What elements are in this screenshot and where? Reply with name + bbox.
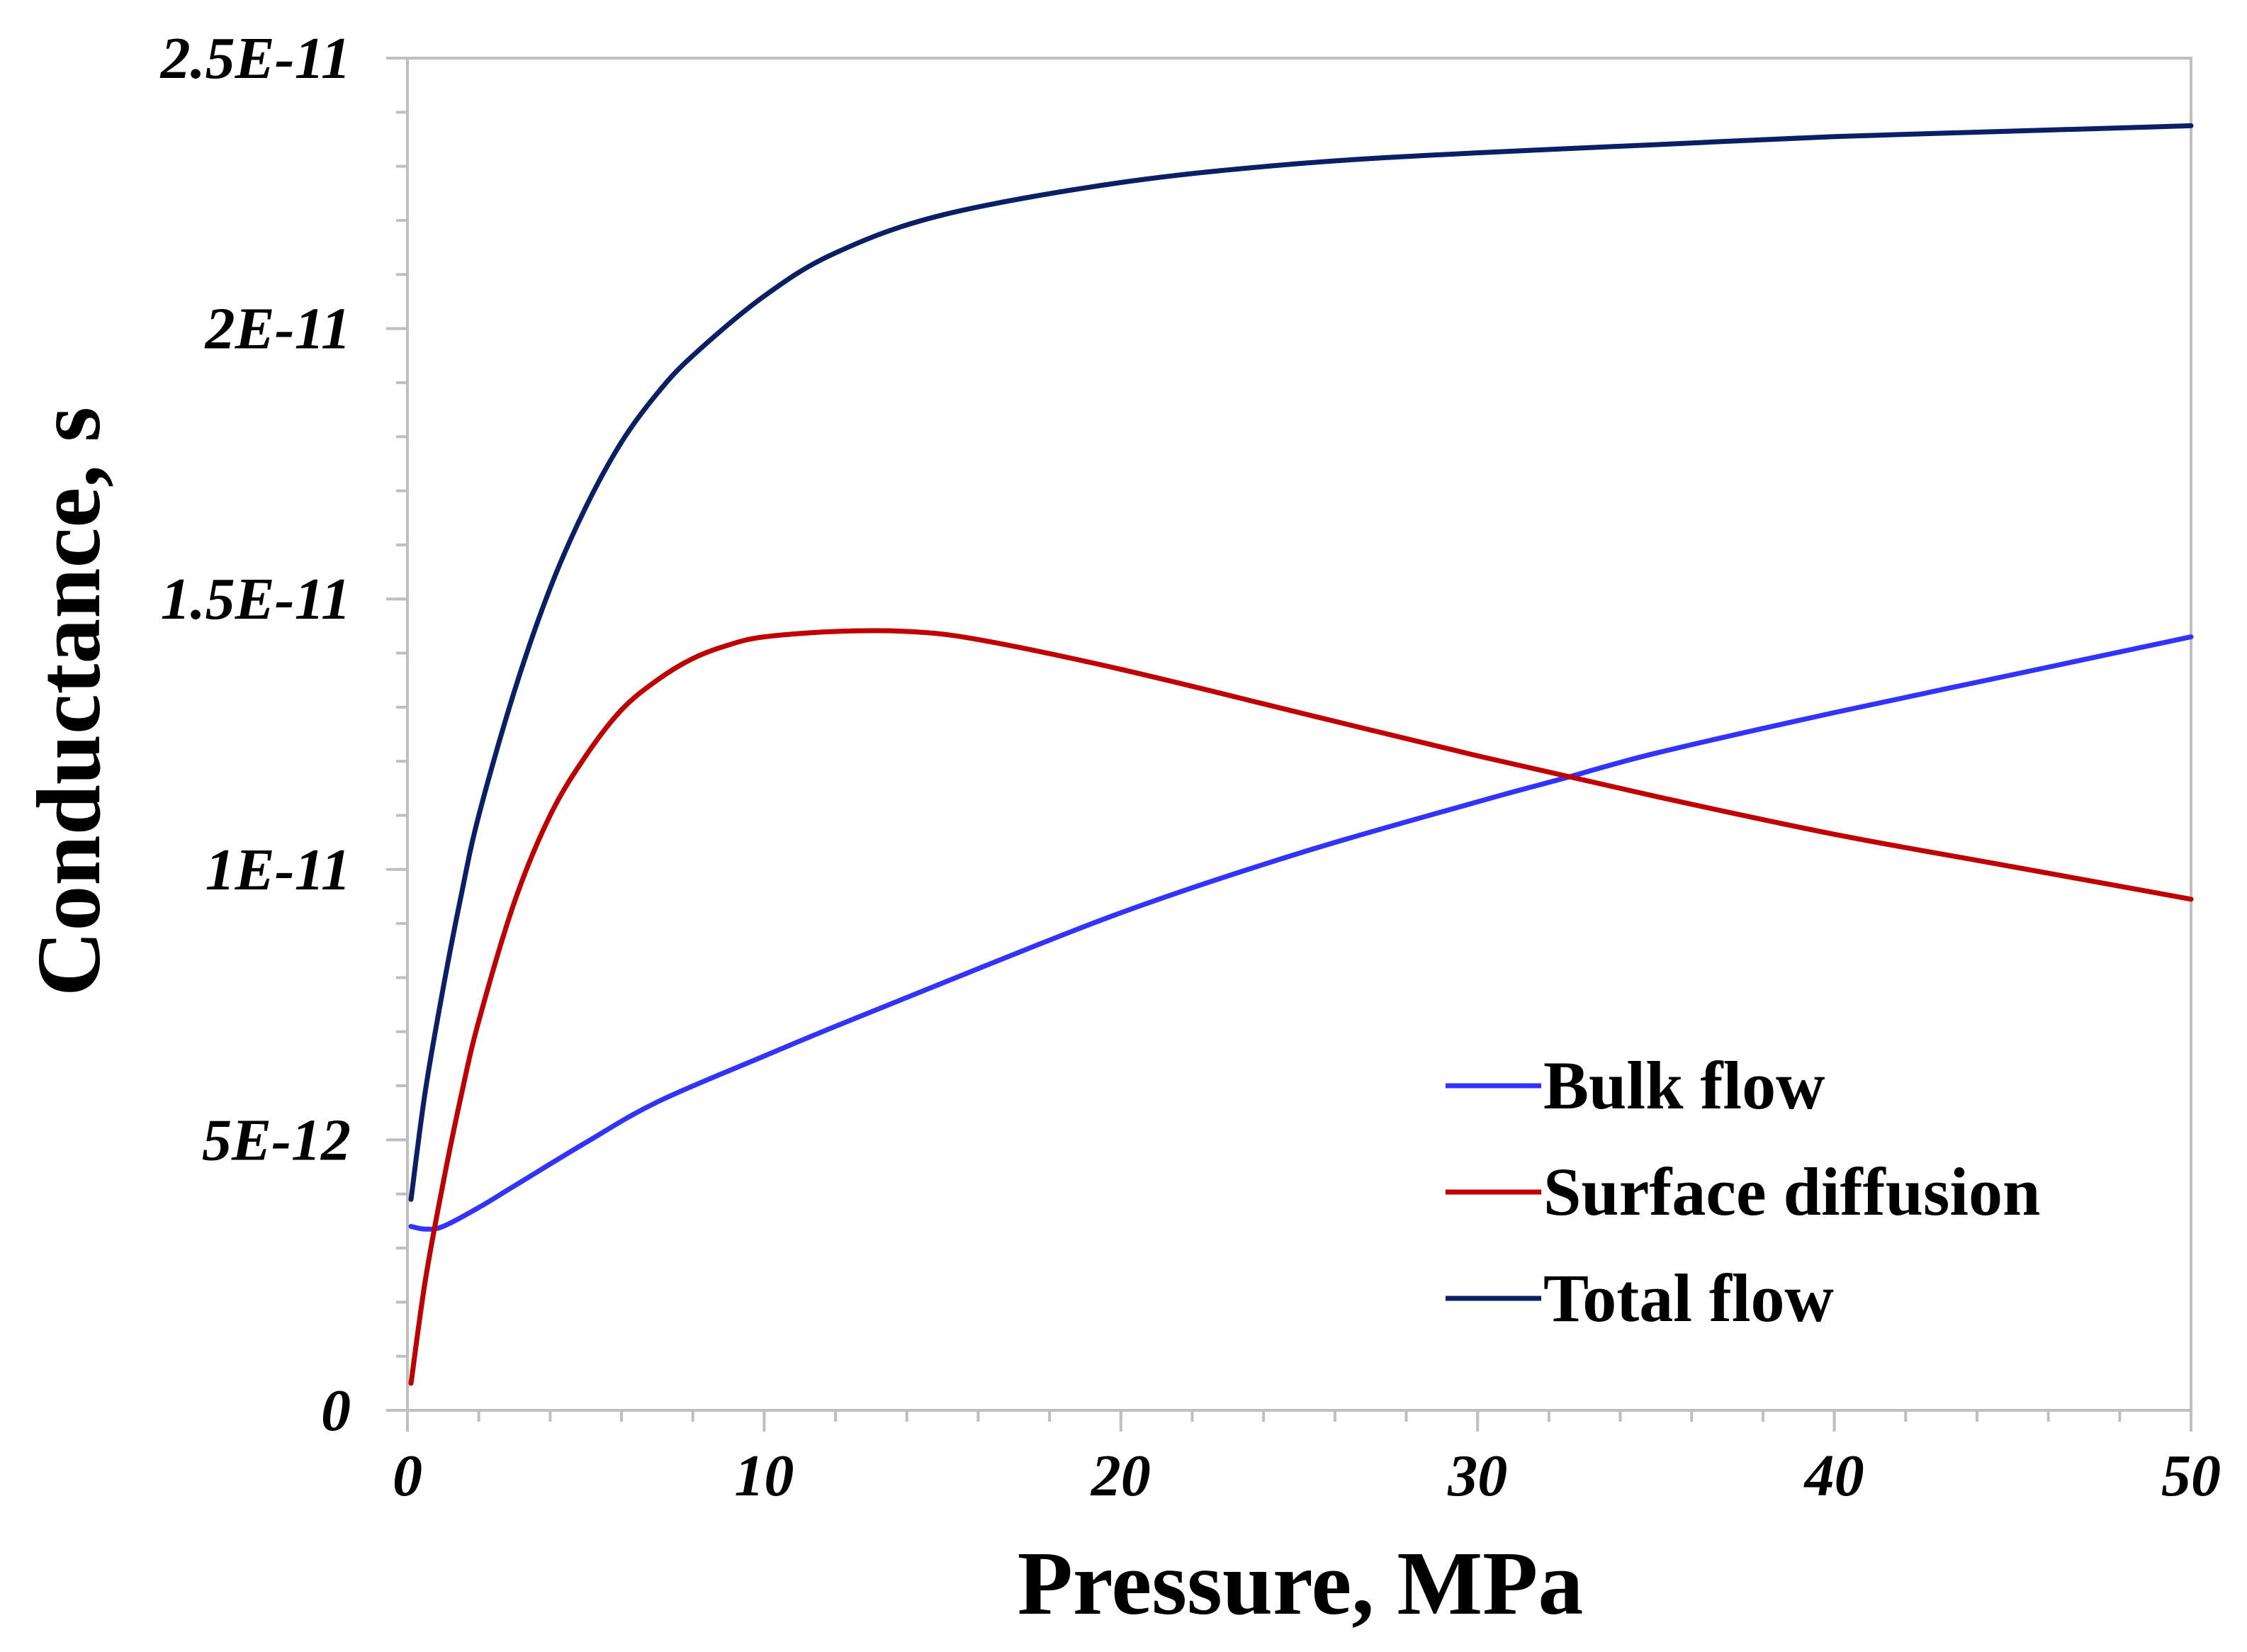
y-tick-label: 5E-12: [202, 1107, 351, 1173]
series-lines: [408, 123, 2194, 1386]
legend: Bulk flow Surface diffusion Total flow: [1446, 1047, 2040, 1336]
y-tick-label: 1E-11: [205, 837, 351, 903]
x-tick-label: 0: [393, 1443, 422, 1509]
x-tick-label: 20: [1090, 1443, 1151, 1509]
plot-frame: [406, 57, 2192, 1412]
x-tick-label: 50: [2161, 1443, 2221, 1509]
legend-label-bulk-flow: Bulk flow: [1543, 1047, 1825, 1123]
series-line-total-flow: [408, 123, 2194, 1202]
y-tick-label: 1.5E-11: [161, 566, 351, 632]
x-tick-label: 30: [1447, 1443, 1507, 1509]
legend-label-total-flow: Total flow: [1543, 1260, 1834, 1336]
x-axis-title: Pressure, MPa: [1018, 1533, 1584, 1634]
y-tick-labels: 0 5E-12 1E-11 1.5E-11 2E-11 2.5E-11: [159, 26, 351, 1444]
x-tick-label: 40: [1803, 1443, 1864, 1509]
y-tick-label: 0: [321, 1378, 351, 1444]
series-line-bulk-flow: [408, 634, 2194, 1232]
major-ticks: [386, 57, 2192, 1432]
y-axis-title: Conductance, s: [18, 407, 119, 996]
y-tick-label: 2.5E-11: [159, 26, 351, 91]
plot-area: [386, 57, 2194, 1432]
x-tick-label: 10: [734, 1443, 794, 1509]
legend-label-surface-diffusion: Surface diffusion: [1543, 1154, 2040, 1230]
series-line-surface-diffusion: [408, 628, 2194, 1386]
y-tick-label: 2E-11: [204, 296, 351, 362]
x-tick-labels: 0 10 20 30 40 50: [393, 1443, 2221, 1509]
